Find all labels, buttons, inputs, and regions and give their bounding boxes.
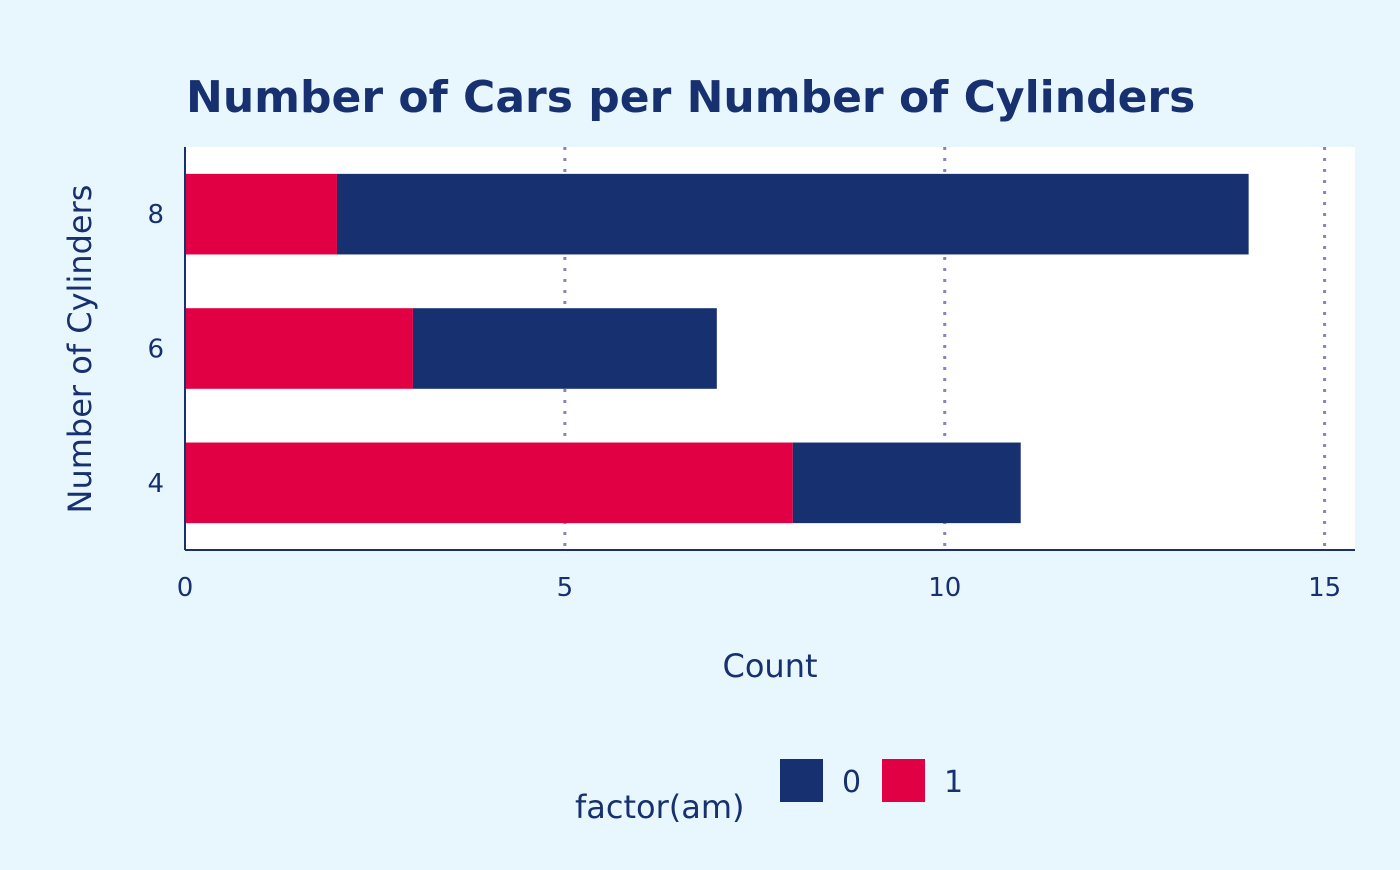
bar-cyl-8-am-1 (185, 173, 337, 255)
bar-cyl-4-am-0 (792, 442, 1021, 524)
legend-title: factor(am) (575, 788, 745, 826)
y-tick-label: 4 (147, 469, 164, 499)
y-axis-label: Number of Cylinders (61, 185, 99, 514)
y-tick-label: 8 (147, 200, 164, 230)
x-tick-label: 5 (557, 573, 574, 603)
x-tick-label: 10 (928, 573, 961, 603)
x-tick-label: 15 (1308, 573, 1341, 603)
x-ticks: 0 5 10 15 (177, 573, 1341, 603)
bar-cyl-6-am-0 (412, 308, 717, 389)
chart-title: Number of Cars per Number of Cylinders (186, 72, 1195, 123)
legend-label-1: 1 (944, 765, 963, 800)
legend-key-1 (882, 759, 925, 802)
legend-key-0 (780, 759, 823, 802)
y-tick-label: 6 (147, 335, 164, 365)
bars (185, 173, 1249, 524)
bar-cyl-4-am-1 (185, 442, 793, 524)
bar-cyl-8-am-0 (336, 173, 1249, 255)
bar-cyl-6-am-1 (185, 308, 413, 389)
x-tick-label: 0 (177, 573, 194, 603)
y-ticks: 4 6 8 (147, 200, 164, 499)
legend-label-0: 0 (842, 765, 861, 800)
x-axis-label: Count (722, 647, 817, 685)
